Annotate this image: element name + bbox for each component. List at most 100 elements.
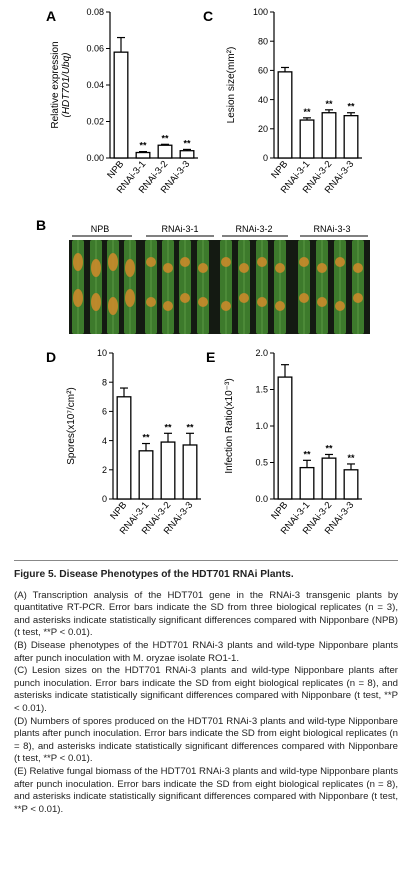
- caption-paragraph-b: (B) Disease phenotypes of the HDT701 RNA…: [14, 639, 398, 664]
- lesion-spot: [353, 263, 363, 273]
- chart-a-y-axis-label: Relative expression: [50, 41, 61, 128]
- chart-a-bar-npb: [113, 51, 129, 159]
- photo-group-label-rnai-3-1: RNAi-3-1: [161, 224, 198, 234]
- caption-paragraph-a: (A) Transcription analysis of the HDT701…: [14, 589, 398, 639]
- lesion-spot: [125, 289, 135, 307]
- chart-c-significance-marker: **: [325, 99, 333, 109]
- chart-a-significance-marker: **: [139, 141, 147, 151]
- chart-d-bar-rnai-3-1: [138, 450, 154, 500]
- lesion-spot: [91, 259, 101, 277]
- chart-c-bar-rnai-3-2: [321, 112, 337, 159]
- lesion-spot: [317, 297, 327, 307]
- lesion-spot: [221, 257, 231, 267]
- chart-a-bar-rnai-3-2: [157, 144, 173, 159]
- panel-label-e: E: [206, 349, 215, 365]
- leaf-photo-panel: NPB RNAi-3-1 RNAi-3-2 RNAi-3-3: [69, 224, 370, 334]
- caption-divider: [14, 560, 398, 561]
- chart-e-significance-marker: **: [347, 453, 355, 463]
- chart-e-bar-rnai-3-2: [321, 457, 337, 500]
- chart-e-significance-marker: **: [325, 443, 333, 453]
- chart-d-y-tick-label: 0: [102, 494, 107, 504]
- chart-d-significance-marker: **: [164, 422, 172, 432]
- chart-e-y-axis-label: Infection Ratio(x10⁻³): [224, 378, 235, 473]
- caption-paragraph-e: (E) Relative fungal biomass of the HDT70…: [14, 765, 398, 815]
- lesion-spot: [257, 257, 267, 267]
- chart-c-y-tick-label: 0: [263, 153, 268, 163]
- panel-label-b: B: [36, 217, 46, 233]
- lesion-spot: [335, 301, 345, 311]
- chart-a-significance-marker: **: [161, 133, 169, 143]
- lesion-spot: [257, 297, 267, 307]
- chart-c-significance-marker: **: [347, 102, 355, 112]
- lesion-spot: [146, 297, 156, 307]
- chart-a-y-tick-label: 0.04: [86, 80, 104, 90]
- lesion-spot: [180, 257, 190, 267]
- lesion-spot: [198, 297, 208, 307]
- chart-a-y-tick-label: 0.00: [86, 153, 104, 163]
- lesion-spot: [146, 257, 156, 267]
- photo-group-label-npb: NPB: [91, 224, 110, 234]
- panel-label-a: A: [46, 8, 56, 24]
- lesion-spot: [239, 293, 249, 303]
- lesion-spot: [299, 257, 309, 267]
- chart-e-bar-rnai-3-1: [299, 466, 315, 500]
- lesion-spot: [91, 293, 101, 311]
- lesion-spot: [239, 263, 249, 273]
- chart-d-y-tick-label: 2: [102, 465, 107, 475]
- chart-e-y-tick-label: 1.0: [255, 421, 268, 431]
- chart-a-y-tick-label: 0.02: [86, 117, 104, 127]
- lesion-spot: [180, 293, 190, 303]
- lesion-spot: [275, 263, 285, 273]
- chart-c-y-tick-label: 80: [258, 36, 268, 46]
- chart-d-bar-rnai-3-3: [182, 444, 198, 500]
- chart-d-y-tick-label: 8: [102, 377, 107, 387]
- lesion-spot: [108, 297, 118, 315]
- lesion-spot: [163, 301, 173, 311]
- chart-e-significance-marker: **: [303, 449, 311, 459]
- chart-e-y-tick-label: 0.5: [255, 458, 268, 468]
- caption-paragraph-d: (D) Numbers of spores produced on the HD…: [14, 715, 398, 765]
- lesion-spot: [108, 253, 118, 271]
- chart-a-bar-rnai-3-1: [135, 151, 151, 159]
- chart-a-y-tick-label: 0.08: [86, 7, 104, 17]
- chart-d-bar-npb: [116, 396, 132, 500]
- lesion-spot: [198, 263, 208, 273]
- lesion-spot: [73, 289, 83, 307]
- chart-e-bar-rnai-3-3: [343, 469, 359, 500]
- panel-label-d: D: [46, 349, 56, 365]
- chart-d-y-tick-label: 10: [97, 348, 107, 358]
- lesion-spot: [335, 257, 345, 267]
- chart-d-significance-marker: **: [186, 422, 194, 432]
- chart-c-significance-marker: **: [303, 107, 311, 117]
- panel-label-c: C: [203, 8, 213, 24]
- chart-c-y-axis-label: Lesion size(mm²): [226, 47, 237, 124]
- chart-c-bar-rnai-3-3: [343, 115, 359, 159]
- figure-caption: Figure 5. Disease Phenotypes of the HDT7…: [14, 560, 398, 816]
- lesion-spot: [125, 259, 135, 277]
- photo-group-label-rnai-3-2: RNAi-3-2: [235, 224, 272, 234]
- lesion-spot: [221, 301, 231, 311]
- chart-d-y-axis-label: Spores(x10⁷/cm²): [66, 387, 77, 465]
- lesion-spot: [299, 293, 309, 303]
- chart-c-bar-npb: [277, 71, 293, 159]
- chart-d-y-tick-label: 4: [102, 436, 107, 446]
- chart-c-y-tick-label: 20: [258, 124, 268, 134]
- chart-e-y-tick-label: 0.0: [255, 494, 268, 504]
- chart-e-y-tick-label: 1.5: [255, 385, 268, 395]
- chart-d: 0246810Spores(x10⁷/cm²)NPB**RNAi-3-1**RN…: [66, 348, 201, 537]
- chart-c-y-tick-label: 100: [253, 7, 268, 17]
- chart-a-y-tick-label: 0.06: [86, 44, 104, 54]
- chart-e-y-tick-label: 2.0: [255, 348, 268, 358]
- chart-c-y-tick-label: 60: [258, 66, 268, 76]
- lesion-spot: [163, 263, 173, 273]
- chart-a-bar-rnai-3-3: [179, 150, 195, 159]
- lesion-spot: [317, 263, 327, 273]
- chart-a: 0.00 0.02 0.04 0.06 0.08 Relative expression(…: [50, 7, 198, 196]
- caption-title: Figure 5. Disease Phenotypes of the HDT7…: [14, 569, 294, 580]
- lesion-spot: [73, 253, 83, 271]
- chart-d-bar-rnai-3-2: [160, 441, 176, 500]
- photo-group-label-rnai-3-3: RNAi-3-3: [313, 224, 350, 234]
- chart-a-y-axis-label-line2: (HDT701/Ubq): [61, 52, 72, 117]
- chart-c-bar-rnai-3-1: [299, 119, 315, 159]
